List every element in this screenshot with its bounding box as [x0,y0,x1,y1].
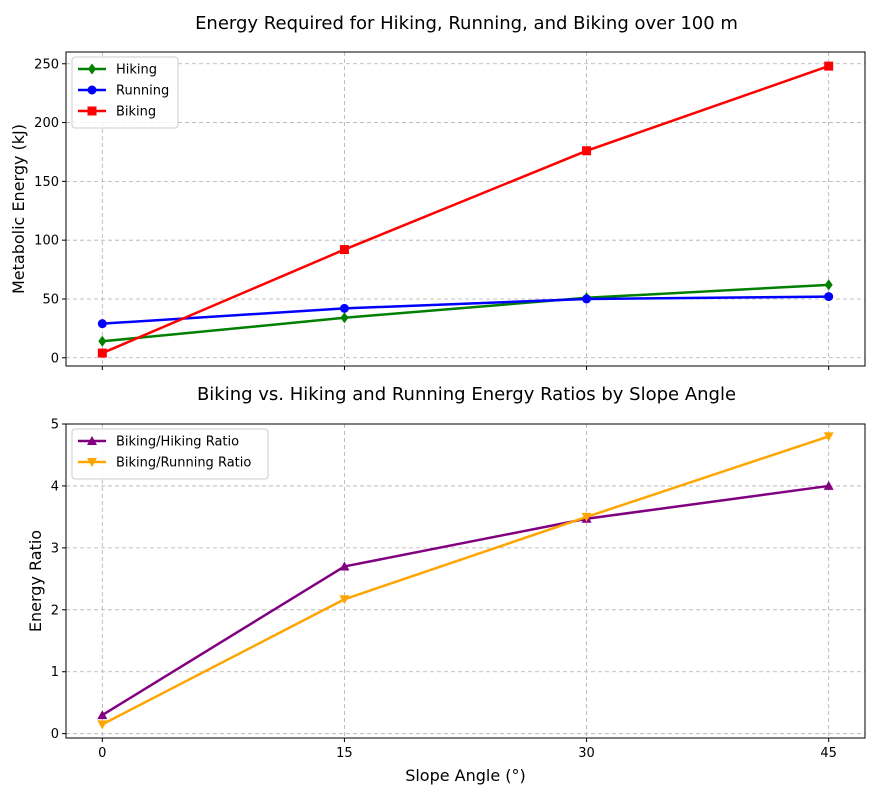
legend-label: Hiking [116,63,157,78]
data-point [824,279,833,291]
y-axis-label: Metabolic Energy (kJ) [9,124,28,294]
data-point [97,720,108,730]
legend-marker [87,436,97,445]
legend: Biking/Hiking Ratio Biking/Running Ratio [71,428,269,480]
data-point [823,480,834,490]
data-point [824,61,834,71]
series-line-biking-hiking-ratio [101,484,829,717]
legend-marker [87,106,97,116]
chart-1: Energy Required for Hiking, Running, and… [9,13,866,370]
legend: Hiking Running Biking [71,56,179,129]
data-point [339,245,349,255]
y-tick-label: 100 [34,234,59,249]
y-tick-label: 4 [51,479,59,494]
y-axis-label: Energy Ratio [26,530,45,632]
x-tick-label: 0 [98,746,106,761]
series-line-hiking [102,283,829,343]
data-point [339,561,350,571]
y-tick-label: 2 [51,603,59,618]
data-point [340,312,349,324]
plot-frame [65,423,866,739]
data-point [824,292,834,302]
y-tick-label: 0 [51,351,59,366]
series-line-running [102,295,829,325]
data-point [97,319,107,329]
legend-marker [88,63,96,75]
legend-label: Biking/Hiking Ratio [116,435,239,450]
y-tick-label: 5 [51,418,59,433]
data-point [98,335,107,347]
legend-box [71,428,269,480]
data-point [97,710,108,720]
legend-label: Biking/Running Ratio [116,456,251,471]
data-point [582,146,592,156]
data-point [581,512,592,522]
y-tick-label: 1 [51,665,59,680]
plot-frame [65,51,866,367]
series-line-biking-running-ratio [101,435,830,726]
series-line-biking [101,64,830,355]
y-tick-label: 150 [34,175,59,190]
y-tick-label: 0 [51,727,59,742]
data-point [582,294,592,304]
chart-title: Biking vs. Hiking and Running Energy Rat… [197,384,736,405]
legend-label: Biking [116,105,156,120]
data-point [823,432,834,442]
x-axis-label: Slope Angle (°) [405,766,526,785]
x-tick-label: 45 [820,746,837,761]
legend-label: Running [116,84,169,99]
y-tick-label: 250 [34,57,59,72]
y-tick-label: 3 [51,541,59,556]
y-tick-label: 200 [34,116,59,131]
data-point [339,303,349,313]
chart-title: Energy Required for Hiking, Running, and… [195,13,738,34]
y-tick-label: 50 [42,292,59,307]
x-tick-label: 15 [336,746,353,761]
chart-2: Biking vs. Hiking and Running Energy Rat… [26,384,866,785]
legend-marker [87,458,97,467]
data-point [97,348,107,358]
data-point [339,595,350,605]
legend-marker [87,85,97,95]
x-tick-label: 30 [578,746,595,761]
